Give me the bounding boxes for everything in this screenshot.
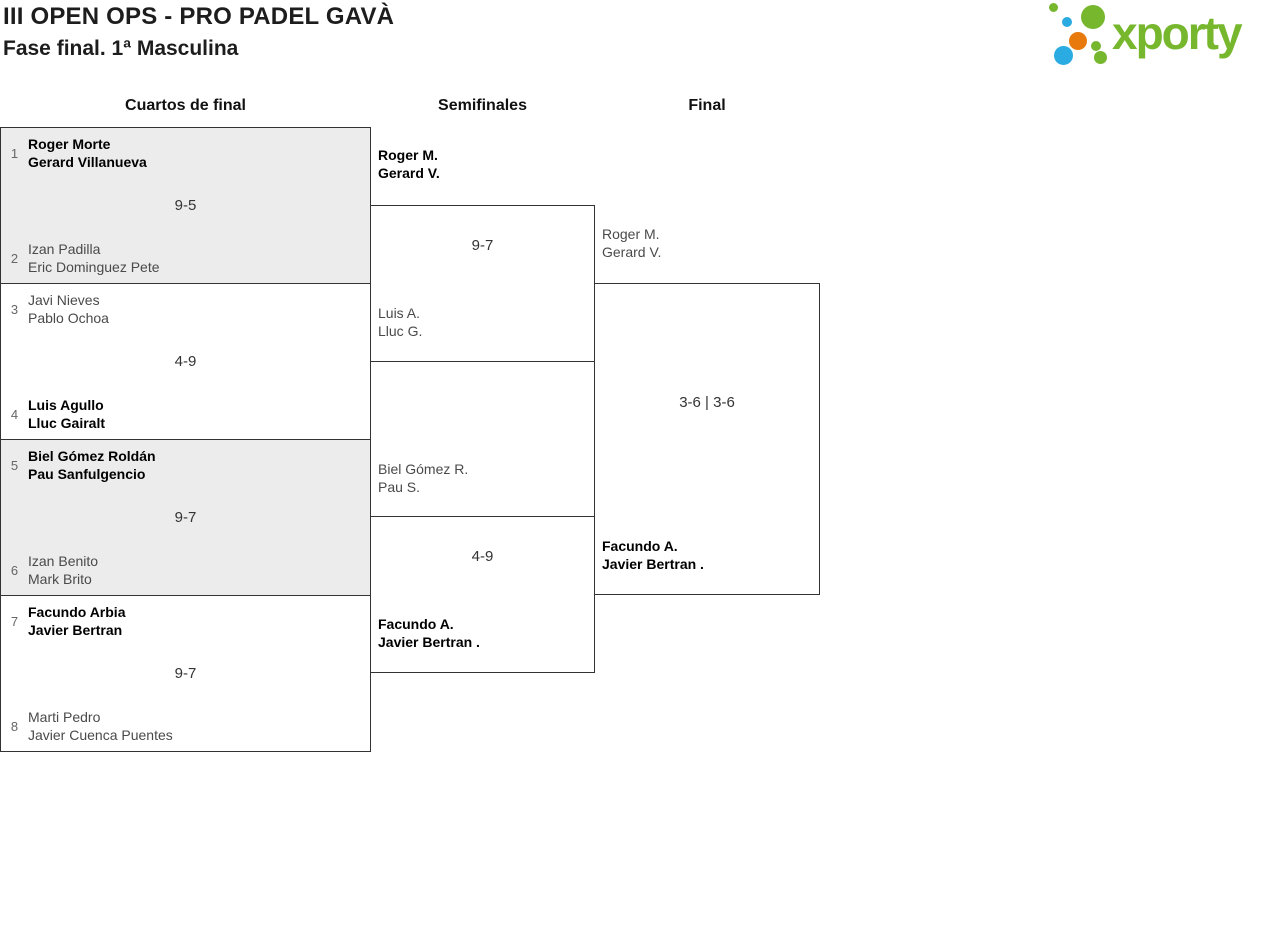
player-name: Javier Bertran .: [378, 634, 480, 650]
seed-number: 6: [10, 562, 19, 578]
team-names: Facundo Arbia Javier Bertran: [28, 603, 126, 639]
team-names: Roger Morte Gerard Villanueva: [28, 135, 147, 171]
player-name: Luis A.: [378, 305, 421, 321]
semifinal-2-top-team: Biel Gómez R. Pau S.: [378, 460, 468, 496]
logo-dot-icon: [1054, 46, 1073, 65]
team-row-bottom: 6 Izan Benito Mark Brito: [1, 552, 370, 588]
match-score: 9-7: [471, 237, 494, 254]
logo-dot-icon: [1069, 32, 1087, 50]
player-name: Facundo A.: [602, 538, 678, 554]
xporty-brand-text: xporty: [1112, 7, 1243, 59]
player-name: Javier Bertran: [28, 622, 123, 638]
player-name: Roger M.: [602, 226, 660, 242]
semifinal-2-bottom-team: Facundo A. Javier Bertran .: [378, 615, 480, 651]
tournament-title: III OPEN OPS - PRO PADEL GAVÀ: [3, 3, 395, 30]
final-match: 3-6 | 3-6 Facundo A. Javier Bertran .: [594, 283, 820, 595]
match-score: 3-6 | 3-6: [679, 394, 735, 411]
match-score: 9-5: [174, 197, 197, 214]
player-name: Biel Gómez R.: [378, 461, 469, 477]
match-score: 4-9: [471, 548, 494, 565]
quarterfinal-match-1: 1 Roger Morte Gerard Villanueva 9-5 2 Iz…: [0, 127, 371, 284]
player-name: Javier Bertran .: [602, 556, 704, 572]
team-names: Marti Pedro Javier Cuenca Puentes: [28, 708, 173, 744]
team-names: Izan Padilla Eric Dominguez Pete: [28, 240, 160, 276]
player-name: Lluc Gairalt: [28, 415, 106, 431]
round-header-cuartos: Cuartos de final: [125, 97, 246, 114]
match-score: 9-7: [174, 665, 197, 682]
seed-number: 3: [10, 301, 19, 317]
team-row-bottom: 2 Izan Padilla Eric Dominguez Pete: [1, 240, 370, 276]
xporty-logo[interactable]: xporty: [1048, 0, 1278, 74]
team-names: Izan Benito Mark Brito: [28, 552, 98, 588]
player-name: Eric Dominguez Pete: [28, 259, 160, 275]
player-name: Izan Benito: [28, 553, 99, 569]
match-score: 9-7: [174, 509, 197, 526]
player-name: Javier Cuenca Puentes: [28, 727, 173, 743]
seed-number: 8: [10, 718, 19, 734]
logo-dot-icon: [1049, 3, 1058, 12]
player-name: Gerard Villanueva: [28, 154, 147, 170]
player-name: Izan Padilla: [28, 241, 101, 257]
player-name: Biel Gómez Roldán: [28, 448, 156, 464]
seed-number: 5: [10, 457, 19, 473]
player-name: Pau S.: [378, 479, 421, 495]
team-row-top: 7 Facundo Arbia Javier Bertran: [1, 603, 370, 639]
player-name: Mark Brito: [28, 571, 92, 587]
team-row-bottom: 8 Marti Pedro Javier Cuenca Puentes: [1, 708, 370, 744]
player-name: Gerard V.: [378, 165, 440, 181]
round-header-semifinales: Semifinales: [438, 97, 527, 114]
team-names: Luis Agullo Lluc Gairalt: [28, 396, 105, 432]
team-row-top: 5 Biel Gómez Roldán Pau Sanfulgencio: [1, 447, 370, 483]
round-header-final: Final: [688, 97, 726, 114]
semifinal-match-1: 9-7 Luis A. Lluc G.: [370, 205, 595, 362]
quarterfinal-match-4: 7 Facundo Arbia Javier Bertran 9-7 8 Mar…: [0, 595, 371, 752]
team-row-bottom: 4 Luis Agullo Lluc Gairalt: [1, 396, 370, 432]
team-names: Javi Nieves Pablo Ochoa: [28, 291, 109, 327]
seed-number: 7: [10, 613, 19, 629]
player-name: Pau Sanfulgencio: [28, 466, 146, 482]
player-name: Facundo A.: [378, 616, 454, 632]
logo-dot-icon: [1062, 17, 1072, 27]
seed-number: 2: [10, 250, 19, 266]
player-name: Roger M.: [378, 147, 438, 163]
player-name: Facundo Arbia: [28, 604, 126, 620]
logo-dot-icon: [1091, 41, 1101, 51]
player-name: Lluc G.: [378, 323, 423, 339]
final-top-team: Roger M. Gerard V.: [602, 225, 661, 261]
logo-dot-icon: [1081, 5, 1105, 29]
seed-number: 4: [10, 406, 19, 422]
team-row-top: 3 Javi Nieves Pablo Ochoa: [1, 291, 370, 327]
logo-dot-icon: [1094, 51, 1107, 64]
seed-number: 1: [10, 145, 19, 161]
semifinal-1-top-team: Roger M. Gerard V.: [378, 146, 440, 182]
quarterfinal-match-3: 5 Biel Gómez Roldán Pau Sanfulgencio 9-7…: [0, 439, 371, 596]
semifinal-1-bottom-team: Luis A. Lluc G.: [378, 304, 422, 340]
team-row-top: 1 Roger Morte Gerard Villanueva: [1, 135, 370, 171]
player-name: Marti Pedro: [28, 709, 101, 725]
team-names: Biel Gómez Roldán Pau Sanfulgencio: [28, 447, 156, 483]
player-name: Javi Nieves: [28, 292, 100, 308]
semifinal-match-2: 4-9 Facundo A. Javier Bertran .: [370, 516, 595, 673]
player-name: Pablo Ochoa: [28, 310, 109, 326]
match-score: 4-9: [174, 353, 197, 370]
player-name: Luis Agullo: [28, 397, 104, 413]
player-name: Roger Morte: [28, 136, 111, 152]
phase-subtitle: Fase final. 1ª Masculina: [3, 37, 239, 60]
player-name: Gerard V.: [602, 244, 662, 260]
final-bottom-team: Facundo A. Javier Bertran .: [602, 537, 704, 573]
quarterfinal-match-2: 3 Javi Nieves Pablo Ochoa 4-9 4 Luis Agu…: [0, 283, 371, 440]
